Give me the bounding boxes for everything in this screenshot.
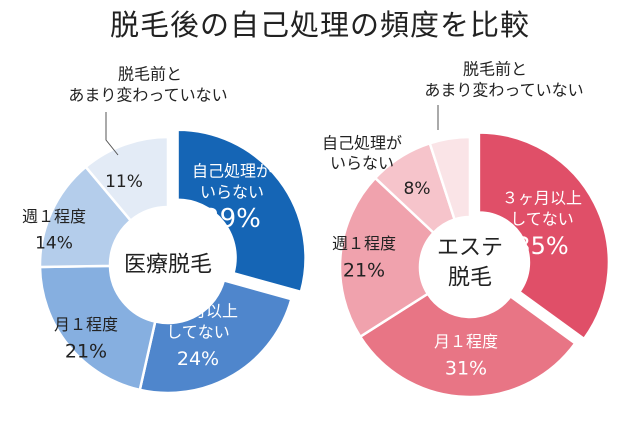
slice-1 <box>477 131 611 341</box>
slice-5 <box>428 135 472 222</box>
slice-2 <box>358 292 577 399</box>
center-label: 脱毛 <box>448 266 492 291</box>
callout-label: 脱毛前と <box>118 65 182 84</box>
callout-label: あまり変わっていない <box>424 81 583 100</box>
slice-label: してない <box>166 323 230 342</box>
callout-label: あまり変わっていない <box>68 86 227 105</box>
slice-label: 月１程度 <box>54 315 118 334</box>
callout-label: 自己処理が <box>322 134 402 153</box>
donut-chart-1 <box>38 128 307 395</box>
slice-label: いらない <box>200 183 264 202</box>
center-label: 医療脱毛 <box>124 253 212 278</box>
slice-label: ３ヶ月以上 <box>502 189 582 208</box>
slice-value: 24% <box>177 348 219 370</box>
callout-label: いらない <box>330 154 394 173</box>
slice-value: 14% <box>35 234 73 254</box>
slice-value: 8% <box>404 179 431 199</box>
slice-label: してない <box>510 210 574 229</box>
slice-1 <box>176 128 307 294</box>
slice-label: ３ヶ月以上 <box>158 302 238 321</box>
slice-value: 35% <box>515 232 568 260</box>
chart-title: 脱毛後の自己処理の頻度を比較 <box>109 8 530 42</box>
slice-label: 週１程度 <box>332 234 396 253</box>
slice-label: 週１程度 <box>22 207 86 226</box>
center-label: エステ <box>437 236 503 261</box>
slice-5 <box>83 135 170 223</box>
slice-value: 21% <box>343 260 385 282</box>
slice-label: 月１程度 <box>434 332 498 351</box>
slice-3 <box>38 264 157 392</box>
slice-label: 自己処理が <box>192 162 272 181</box>
slice-value: 31% <box>445 358 487 380</box>
callout-label: 脱毛前と <box>463 60 527 79</box>
slice-2 <box>138 278 293 395</box>
slice-3 <box>338 176 436 339</box>
slice-value: 21% <box>65 341 107 363</box>
callout-line <box>105 112 119 156</box>
slice-value: 29% <box>203 204 261 234</box>
slice-value: 11% <box>105 172 143 192</box>
donut-chart-2 <box>338 131 611 399</box>
